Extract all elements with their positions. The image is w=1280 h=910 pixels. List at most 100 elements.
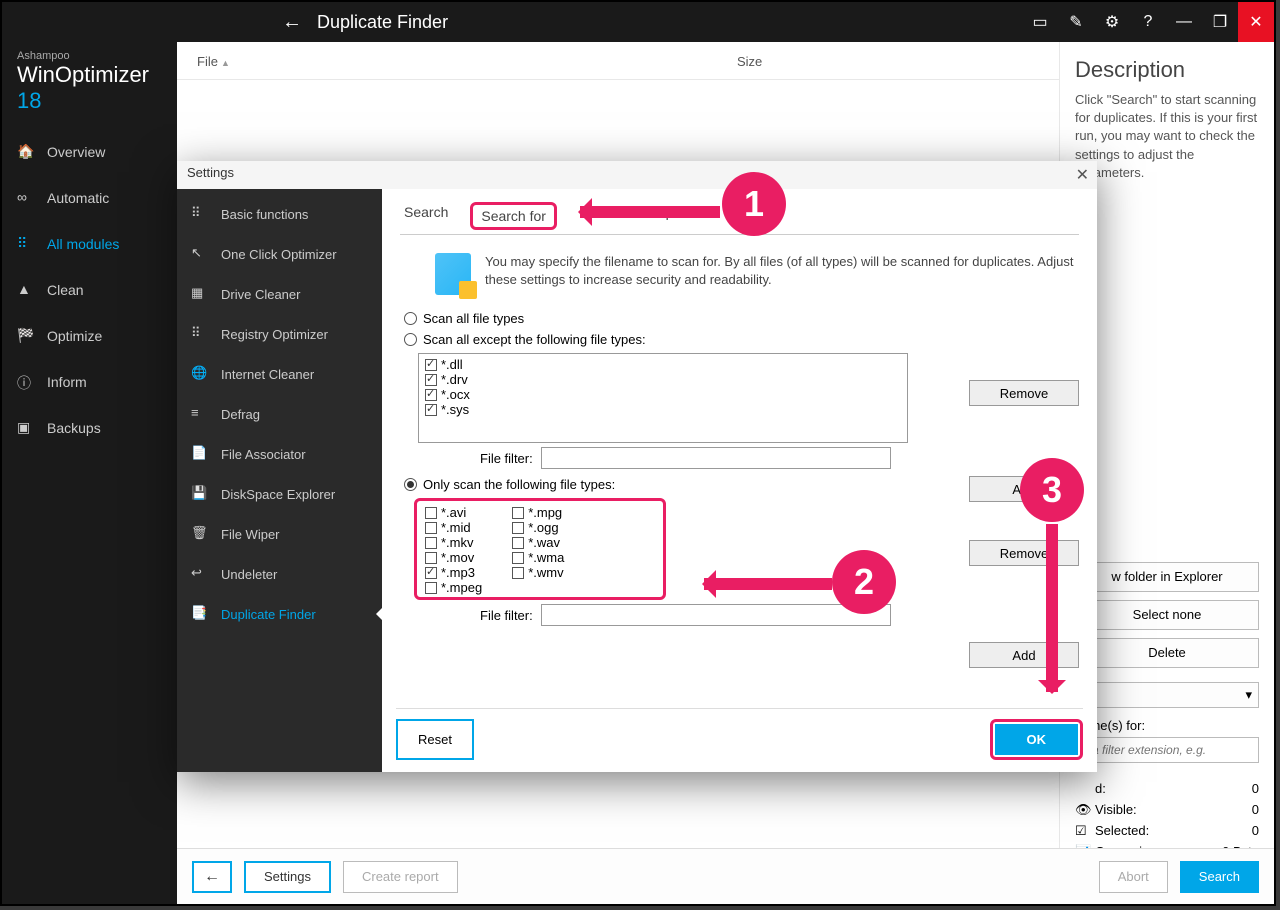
dropdown[interactable]: ▾ [1075, 682, 1259, 708]
backups-icon: ▣ [17, 419, 35, 437]
list-item[interactable]: *.avi [425, 505, 482, 520]
filter-input[interactable] [1075, 737, 1259, 763]
found-icon [1075, 781, 1089, 795]
open-folder-button[interactable]: w folder in Explorer [1075, 562, 1259, 592]
list-item[interactable]: *.mp3 [425, 565, 482, 580]
selected-icon: ☑ [1075, 823, 1089, 837]
notification-icon[interactable]: ▭ [1022, 2, 1058, 42]
file-big-icon [435, 253, 471, 295]
defrag-icon: ≡ [191, 405, 209, 423]
settings-nav-diskspace[interactable]: 💾DiskSpace Explorer [177, 474, 382, 514]
settings-nav-dupfinder[interactable]: 📑Duplicate Finder [177, 594, 382, 634]
stat-visible-value: 0 [1252, 802, 1259, 817]
list-item[interactable]: *.mkv [425, 535, 482, 550]
stat-selected-label: Selected: [1095, 823, 1149, 838]
clean-icon: ▲ [17, 281, 35, 299]
radio-scan-all[interactable]: Scan all file types [404, 311, 1079, 326]
list-item[interactable]: *.ogg [512, 520, 564, 535]
list-item[interactable]: *.wma [512, 550, 564, 565]
file-filter-input-1[interactable] [541, 447, 891, 469]
file-filter-input-2[interactable] [541, 604, 891, 626]
checkbox-icon [425, 582, 437, 594]
stat-found-value: 0 [1252, 781, 1259, 796]
except-listbox[interactable]: *.dll*.drv*.ocx*.sys [418, 353, 908, 443]
settings-close-icon[interactable]: ✕ [1076, 165, 1089, 185]
registry-icon: ⠿ [191, 325, 209, 343]
list-item[interactable]: *.drv [425, 372, 901, 387]
back-arrow-icon[interactable]: ← [272, 11, 312, 34]
arrow-2 [704, 578, 832, 590]
cursor-icon: ↖ [191, 245, 209, 263]
select-none-button[interactable]: Select none [1075, 600, 1259, 630]
file-filter-label: File filter: [480, 608, 533, 623]
brand-version: 18 [17, 88, 41, 113]
abort-button[interactable]: Abort [1099, 861, 1168, 893]
settings-nav-oneclick[interactable]: ↖One Click Optimizer [177, 234, 382, 274]
settings-nav-defrag[interactable]: ≡Defrag [177, 394, 382, 434]
globe-icon: 🌐 [191, 365, 209, 383]
close-icon[interactable]: ✕ [1238, 2, 1274, 42]
back-button[interactable]: ← [192, 861, 232, 893]
remove-button-1[interactable]: Remove [969, 380, 1079, 406]
sidebar-item-all-modules[interactable]: ⠿All modules [2, 221, 177, 267]
settings-nav-undeleter[interactable]: ↩Undeleter [177, 554, 382, 594]
sidebar-label: Clean [47, 282, 84, 298]
list-item[interactable]: *.mid [425, 520, 482, 535]
radio-icon [404, 333, 417, 346]
settings-nav-drive[interactable]: ▦Drive Cleaner [177, 274, 382, 314]
bottom-bar: ← Settings Create report Abort Search [177, 848, 1274, 904]
tab-search[interactable]: Search [400, 202, 452, 230]
sidebar-item-optimize[interactable]: 🏁Optimize [2, 313, 177, 359]
list-item[interactable]: *.dll [425, 357, 901, 372]
settings-nav-registry[interactable]: ⠿Registry Optimizer [177, 314, 382, 354]
only-listbox[interactable]: *.avi*.mid*.mkv*.mov*.mp3*.mpeg *.mpg*.o… [414, 498, 666, 600]
list-item[interactable]: *.wav [512, 535, 564, 550]
optimize-icon: 🏁 [17, 327, 35, 345]
settings-nav-fileassoc[interactable]: 📄File Associator [177, 434, 382, 474]
list-item[interactable]: *.mpeg [425, 580, 482, 595]
checkbox-icon [425, 389, 437, 401]
delete-button[interactable]: Delete [1075, 638, 1259, 668]
sidebar-item-backups[interactable]: ▣Backups [2, 405, 177, 451]
radio-icon [404, 312, 417, 325]
checkbox-icon [425, 404, 437, 416]
note-icon[interactable]: ✎ [1058, 2, 1094, 42]
minimize-icon[interactable]: — [1166, 2, 1202, 42]
tab-search-for[interactable]: Search for [470, 202, 557, 230]
chevron-down-icon: ▾ [1245, 687, 1252, 703]
file-icon: 📄 [191, 445, 209, 463]
settings-button[interactable]: Settings [244, 861, 331, 893]
create-report-button[interactable]: Create report [343, 861, 458, 893]
settings-sidebar: ⠿Basic functions ↖One Click Optimizer ▦D… [177, 162, 382, 772]
maximize-icon[interactable]: ❐ [1202, 2, 1238, 42]
reset-button[interactable]: Reset [396, 719, 474, 760]
disk-icon: 💾 [191, 485, 209, 503]
radio-scan-except[interactable]: Scan all except the following file types… [404, 332, 1079, 347]
stat-found-label: d: [1095, 781, 1106, 796]
sidebar-item-automatic[interactable]: ∞Automatic [2, 175, 177, 221]
inform-icon: ⓘ [17, 373, 35, 391]
remove-button-2[interactable]: Remove [969, 540, 1079, 566]
ok-button[interactable]: OK [995, 724, 1079, 755]
brand: Ashampoo WinOptimizer 18 [2, 42, 177, 129]
list-item[interactable]: *.wmv [512, 565, 564, 580]
sidebar-item-overview[interactable]: 🏠Overview [2, 129, 177, 175]
column-file[interactable]: File▲ [197, 54, 737, 69]
checkbox-icon [425, 552, 437, 564]
list-item[interactable]: *.mpg [512, 505, 564, 520]
help-icon[interactable]: ? [1130, 2, 1166, 42]
list-item[interactable]: *.mov [425, 550, 482, 565]
brand-name: WinOptimizer [17, 62, 149, 87]
settings-nav-basic[interactable]: ⠿Basic functions [177, 194, 382, 234]
settings-nav-filewiper[interactable]: 🗑File Wiper [177, 514, 382, 554]
settings-nav-internet[interactable]: 🌐Internet Cleaner [177, 354, 382, 394]
gear-icon[interactable]: ⚙ [1094, 2, 1130, 42]
add-button-2[interactable]: Add [969, 642, 1079, 668]
list-item[interactable]: *.sys [425, 402, 901, 417]
sidebar-label: All modules [47, 236, 119, 252]
sidebar-item-clean[interactable]: ▲ Clean [2, 267, 177, 313]
sidebar-item-inform[interactable]: ⓘInform [2, 359, 177, 405]
column-size[interactable]: Size [737, 54, 762, 69]
list-item[interactable]: *.ocx [425, 387, 901, 402]
search-button[interactable]: Search [1180, 861, 1259, 893]
